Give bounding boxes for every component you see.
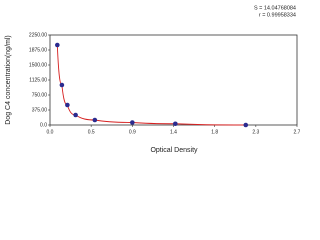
y-tick-label: 2250.00: [29, 32, 47, 38]
annotation: S = 14.04768084: [254, 5, 296, 11]
data-point: [55, 42, 60, 48]
x-tick-label: 2.7: [294, 129, 300, 135]
data-point: [130, 120, 135, 125]
data-point: [243, 122, 249, 128]
data-point: [92, 117, 98, 123]
x-tick-label: 1.4: [170, 129, 177, 135]
x-tick-label: 0.9: [129, 129, 136, 135]
y-tick-label: 1875.00: [29, 47, 47, 53]
x-tick-label: 2.3: [252, 129, 259, 135]
x-axis-label: Optical Density: [150, 147, 198, 154]
y-tick-label: 1125.00: [29, 77, 47, 83]
chart: S = 14.04768084 r = 0.99958334 Optical D…: [5, 5, 300, 154]
data-point: [173, 121, 178, 127]
data-point: [65, 102, 70, 108]
y-tick-label: 750.00: [32, 92, 48, 98]
x-tick-label: 0.5: [88, 129, 95, 135]
plot-frame: [49, 34, 298, 126]
y-tick-label: 1500.00: [29, 62, 47, 68]
y-tick-label: 0.0: [40, 122, 47, 128]
x-tick-label: 1.8: [211, 129, 218, 135]
y-tick-label: 375.00: [32, 107, 48, 113]
data-point: [59, 82, 65, 88]
x-tick-label: 0.0: [47, 129, 54, 135]
annotation: r = 0.99958334: [259, 12, 296, 18]
data-point: [73, 112, 78, 118]
y-axis-label: Dog C4 concentration(ng/ml): [5, 35, 12, 125]
